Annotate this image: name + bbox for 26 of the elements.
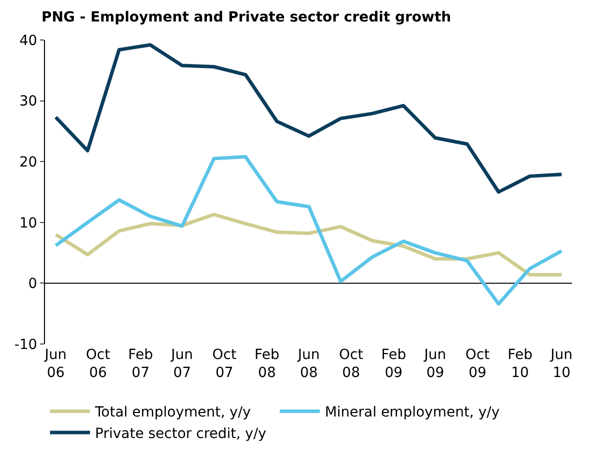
y-tick-label: 20 [19, 154, 38, 170]
legend-label: Total employment, y/y [94, 404, 251, 421]
y-tick-label: 30 [19, 94, 38, 110]
chart-title: PNG - Employment and Private sector credit growth [41, 9, 452, 26]
y-tick-label: -10 [14, 336, 38, 353]
legend-label: Private sector credit, y/y [95, 426, 266, 442]
y-tick-label: 40 [19, 32, 38, 49]
line-series [54, 43, 564, 194]
x-tick-label: Jun 06 [44, 347, 67, 382]
x-tick-label: Oct 06 [86, 347, 111, 382]
x-tick-label: Feb 08 [254, 347, 280, 382]
x-tick-label: Oct 09 [465, 347, 490, 382]
y-tick-label: 0 [28, 276, 38, 292]
x-tick-label: Oct 07 [212, 347, 237, 382]
x-tick-label: Jun 07 [170, 347, 194, 382]
x-tick-label: Jun 10 [550, 347, 573, 382]
x-tick-label: Feb 10 [508, 347, 533, 382]
x-tick-label: Feb 09 [381, 347, 406, 382]
line-series [54, 212, 564, 276]
x-tick-label: Jun 08 [296, 347, 320, 382]
y-tick-label: 10 [19, 215, 38, 232]
x-tick-label: Jun 09 [423, 347, 446, 382]
line-series [54, 154, 564, 306]
x-tick-label: Feb 07 [128, 347, 154, 382]
x-tick-label: Oct 08 [338, 347, 364, 382]
legend-label: Mineral employment, y/y [324, 404, 500, 421]
